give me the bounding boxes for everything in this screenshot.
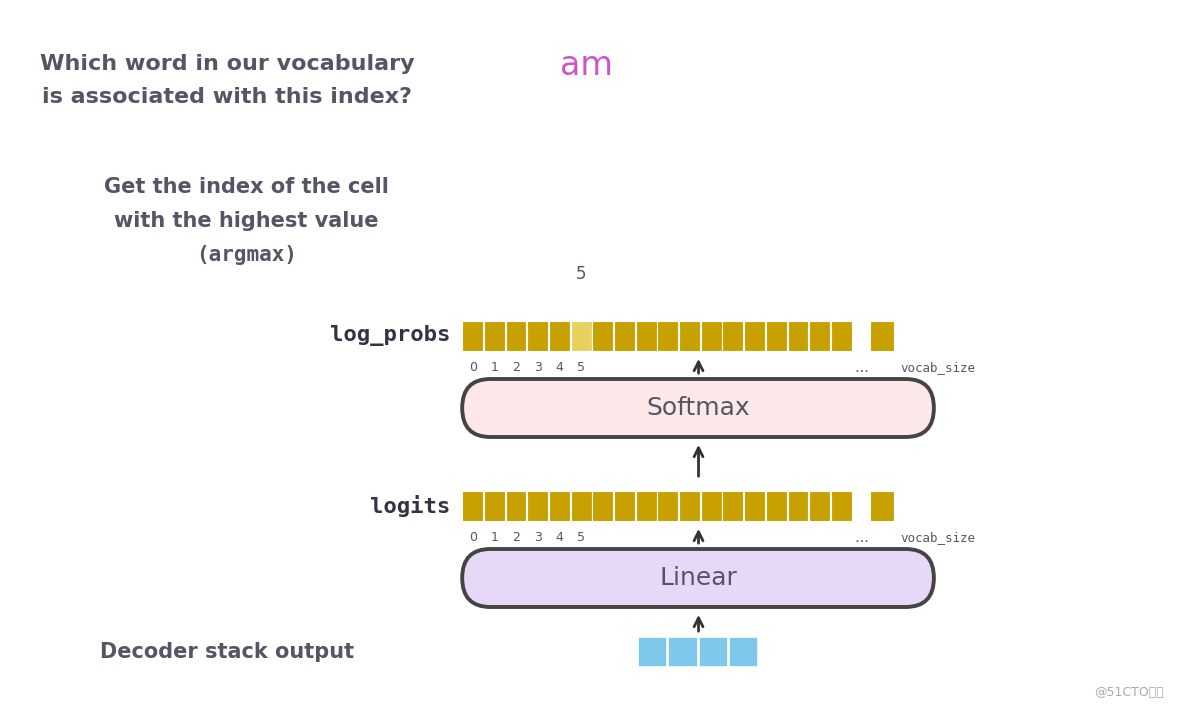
Text: Which word in our vocabulary: Which word in our vocabulary	[40, 54, 415, 74]
Text: 2: 2	[512, 531, 519, 544]
Bar	[722, 491, 743, 521]
Bar	[462, 321, 483, 351]
Bar	[788, 321, 808, 351]
Bar	[462, 491, 483, 521]
Text: …: …	[854, 531, 868, 545]
Bar	[484, 321, 505, 351]
Text: 0: 0	[469, 531, 477, 544]
Bar	[570, 491, 591, 521]
Bar	[614, 491, 635, 521]
Bar	[871, 321, 894, 351]
Text: 2: 2	[512, 361, 519, 374]
Bar	[744, 321, 765, 351]
Bar	[549, 321, 570, 351]
Text: 5: 5	[577, 361, 585, 374]
Text: Get the index of the cell: Get the index of the cell	[104, 177, 389, 197]
Bar	[809, 491, 830, 521]
Bar	[593, 491, 614, 521]
Bar	[505, 491, 527, 521]
Bar	[636, 321, 656, 351]
Text: (argmax): (argmax)	[196, 245, 297, 265]
Bar	[614, 321, 635, 351]
Bar	[668, 637, 697, 667]
Bar	[722, 321, 743, 351]
Text: @51CTO博客: @51CTO博客	[1093, 686, 1164, 699]
Bar	[638, 637, 668, 667]
Text: Decoder stack output: Decoder stack output	[100, 642, 353, 662]
Bar	[809, 321, 830, 351]
Text: log_probs: log_probs	[330, 325, 450, 347]
Bar	[744, 491, 765, 521]
Text: vocab_size: vocab_size	[900, 361, 975, 374]
Text: 5: 5	[576, 265, 587, 283]
Text: with the highest value: with the highest value	[114, 211, 378, 231]
Bar	[830, 321, 852, 351]
Text: am: am	[561, 49, 614, 82]
FancyBboxPatch shape	[462, 549, 934, 607]
Bar	[788, 491, 808, 521]
Text: 1: 1	[490, 361, 498, 374]
Text: Linear: Linear	[660, 566, 737, 590]
Bar	[701, 491, 722, 521]
Text: 5: 5	[577, 531, 585, 544]
Bar	[699, 637, 728, 667]
Bar	[657, 321, 679, 351]
Bar	[593, 321, 614, 351]
Bar	[679, 491, 700, 521]
Bar	[766, 321, 787, 351]
Bar	[679, 321, 700, 351]
Text: 0: 0	[469, 361, 477, 374]
Bar	[484, 491, 505, 521]
Bar	[766, 491, 787, 521]
Text: 4: 4	[556, 361, 563, 374]
Text: vocab_size: vocab_size	[900, 531, 975, 544]
Text: …: …	[854, 361, 868, 375]
Text: logits: logits	[370, 495, 450, 517]
Text: 3: 3	[534, 531, 542, 544]
Bar	[549, 491, 570, 521]
Bar	[657, 491, 679, 521]
Bar	[729, 637, 757, 667]
Bar	[636, 491, 656, 521]
Text: Softmax: Softmax	[647, 396, 750, 420]
Bar	[701, 321, 722, 351]
Text: 1: 1	[490, 531, 498, 544]
Bar	[528, 321, 548, 351]
Bar	[830, 491, 852, 521]
Bar	[570, 321, 591, 351]
Text: 3: 3	[534, 361, 542, 374]
Bar	[871, 491, 894, 521]
Text: 4: 4	[556, 531, 563, 544]
Text: is associated with this index?: is associated with this index?	[42, 87, 412, 107]
Bar	[505, 321, 527, 351]
FancyBboxPatch shape	[462, 379, 934, 437]
Bar	[528, 491, 548, 521]
